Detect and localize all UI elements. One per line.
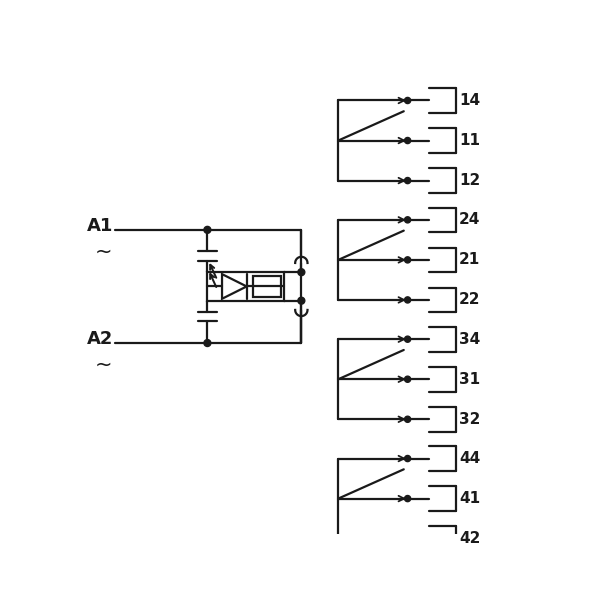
- Circle shape: [204, 340, 211, 347]
- Circle shape: [404, 376, 410, 382]
- Circle shape: [298, 297, 305, 304]
- Text: A2: A2: [86, 330, 113, 348]
- Text: 11: 11: [459, 133, 480, 148]
- Circle shape: [404, 536, 410, 542]
- Circle shape: [404, 178, 410, 184]
- Text: 31: 31: [459, 372, 481, 387]
- Text: 21: 21: [459, 253, 481, 268]
- Circle shape: [404, 297, 410, 303]
- Circle shape: [404, 455, 410, 461]
- Bar: [208, 272, 284, 301]
- Text: A1: A1: [86, 217, 113, 235]
- Circle shape: [404, 416, 410, 422]
- Text: 32: 32: [459, 412, 481, 427]
- Text: 14: 14: [459, 93, 481, 108]
- Text: 22: 22: [459, 292, 481, 307]
- Circle shape: [404, 496, 410, 502]
- Circle shape: [404, 336, 410, 342]
- Circle shape: [404, 137, 410, 143]
- Text: ~: ~: [95, 355, 112, 374]
- Text: 41: 41: [459, 491, 481, 506]
- Circle shape: [404, 97, 410, 104]
- Text: 34: 34: [459, 332, 481, 347]
- Circle shape: [404, 257, 410, 263]
- Circle shape: [298, 269, 305, 275]
- Text: 12: 12: [459, 173, 481, 188]
- Text: 44: 44: [459, 451, 481, 466]
- Text: 42: 42: [459, 531, 481, 546]
- Circle shape: [404, 217, 410, 223]
- Bar: [253, 275, 281, 297]
- Text: ~: ~: [95, 241, 112, 262]
- Circle shape: [204, 226, 211, 233]
- Text: 24: 24: [459, 212, 481, 227]
